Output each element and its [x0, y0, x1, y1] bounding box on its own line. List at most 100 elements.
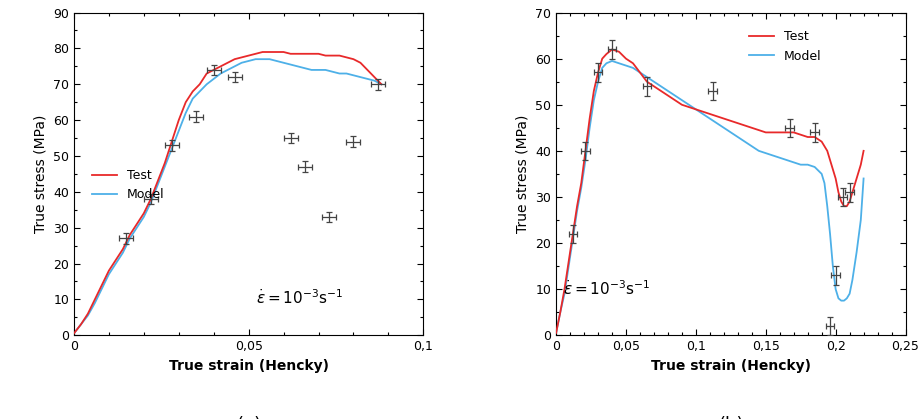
Model [229, 64, 240, 69]
Test [237, 55, 248, 60]
Model [145, 200, 156, 205]
Test [264, 49, 275, 54]
Test [139, 211, 150, 216]
Model [306, 67, 317, 72]
X-axis label: True strain (Hencky): True strain (Hencky) [650, 359, 811, 372]
Text: $\dot{\varepsilon} = 10^{-3}\mathrm{s}^{-1}$: $\dot{\varepsilon} = 10^{-3}\mathrm{s}^{… [563, 279, 650, 298]
Test [96, 282, 107, 287]
Test [222, 60, 233, 65]
Test [271, 49, 282, 54]
Test [152, 178, 164, 184]
Test [173, 118, 184, 123]
Model [788, 160, 799, 165]
Model [139, 215, 150, 220]
Test [250, 51, 261, 56]
Model [851, 250, 862, 255]
Model [313, 67, 324, 72]
Test [334, 53, 345, 58]
Model [348, 73, 359, 78]
Model [222, 67, 233, 72]
Test [292, 51, 303, 56]
Test [614, 49, 625, 54]
Model [334, 71, 345, 76]
Model [285, 62, 296, 67]
Y-axis label: True stress (MPa): True stress (MPa) [33, 115, 47, 233]
Test [551, 330, 562, 335]
Test [299, 51, 310, 56]
Test [348, 57, 359, 62]
Model [173, 128, 184, 133]
Test [369, 75, 380, 80]
Test [201, 71, 213, 76]
Model [159, 164, 170, 169]
Model [341, 71, 352, 76]
Test [278, 49, 289, 54]
Model [96, 286, 107, 291]
Test [117, 247, 128, 252]
Test [858, 148, 869, 153]
Test [362, 67, 373, 72]
Model [257, 57, 268, 62]
Model [152, 182, 164, 187]
Test [208, 67, 219, 72]
Model [188, 96, 199, 101]
Test [816, 139, 827, 144]
Model [194, 89, 205, 94]
Legend: Test, Model: Test, Model [744, 25, 827, 67]
Test [327, 53, 338, 58]
Test [159, 160, 170, 166]
Y-axis label: True stress (MPa): True stress (MPa) [516, 115, 529, 233]
Test [620, 56, 631, 61]
Model [90, 300, 101, 305]
Line: Model: Model [556, 61, 864, 333]
Test [110, 257, 121, 262]
Model [201, 82, 213, 87]
Model [103, 272, 115, 277]
Test [76, 322, 87, 327]
Model [237, 60, 248, 65]
Test [82, 311, 93, 316]
Model [606, 58, 617, 63]
Model [243, 58, 254, 63]
Model [125, 236, 136, 241]
Test [285, 51, 296, 56]
Line: Test: Test [74, 52, 382, 334]
Text: (b): (b) [718, 416, 744, 419]
Test [188, 89, 199, 94]
Test [103, 268, 115, 273]
Test [341, 55, 352, 60]
Model [327, 69, 338, 74]
Test [306, 51, 317, 56]
Test [166, 139, 177, 144]
Test [851, 176, 862, 181]
Test [229, 57, 240, 62]
Text: $\dot{\varepsilon} = 10^{-3}\mathrm{s}^{-1}$: $\dot{\varepsilon} = 10^{-3}\mathrm{s}^{… [256, 288, 343, 307]
Model [362, 76, 373, 81]
X-axis label: True strain (Hencky): True strain (Hencky) [168, 359, 329, 372]
Test [833, 190, 844, 195]
Model [278, 60, 289, 65]
Test [243, 53, 254, 58]
Line: Model: Model [74, 59, 382, 334]
Test [194, 82, 205, 87]
Model [82, 313, 93, 318]
Model [551, 330, 562, 335]
Test [145, 197, 156, 202]
Test [257, 49, 268, 54]
Test [180, 100, 191, 105]
Legend: Test, Model: Test, Model [87, 164, 170, 206]
Model [816, 171, 827, 176]
Model [117, 250, 128, 255]
Model [320, 67, 331, 72]
Test [90, 297, 101, 302]
Model [292, 64, 303, 69]
Model [355, 75, 366, 80]
Test [320, 53, 331, 58]
Test [606, 47, 617, 52]
Test [68, 331, 79, 336]
Model [180, 111, 191, 116]
Model [76, 322, 87, 327]
Text: (a): (a) [236, 416, 261, 419]
Model [271, 58, 282, 63]
Model [369, 78, 380, 83]
